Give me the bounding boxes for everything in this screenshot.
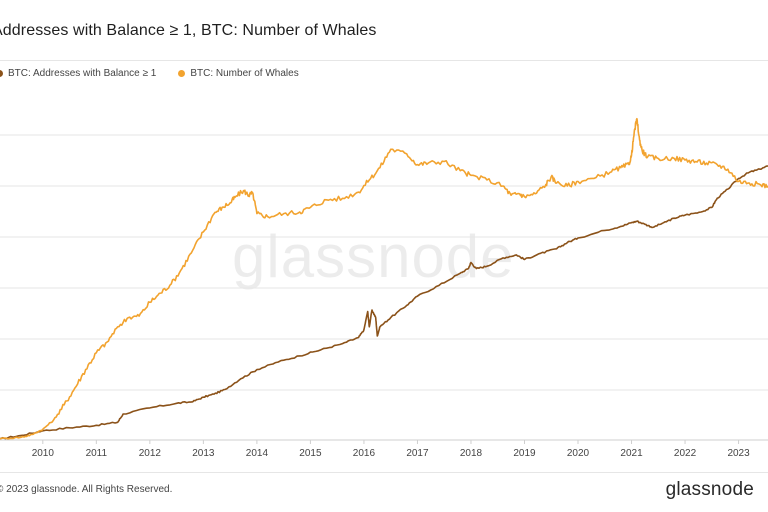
legend-swatch-addresses — [0, 70, 3, 77]
footer-divider — [0, 472, 768, 473]
x-tick-label: 2017 — [406, 448, 429, 459]
chart-legend: BTC: Addresses with Balance ≥ 1 BTC: Num… — [0, 68, 321, 79]
legend-label-addresses: BTC: Addresses with Balance ≥ 1 — [8, 68, 157, 79]
x-tick-label: 2016 — [353, 448, 376, 459]
x-tick-label: 2010 — [32, 448, 55, 459]
legend-item-addresses[interactable]: BTC: Addresses with Balance ≥ 1 — [0, 68, 156, 79]
x-tick-label: 2021 — [620, 448, 643, 459]
copyright-text: © 2023 glassnode. All Rights Reserved. — [0, 484, 173, 495]
brand-logo[interactable]: glassnode — [665, 479, 754, 500]
x-tick-label: 2011 — [86, 448, 108, 459]
x-tick-label: 2023 — [727, 448, 750, 459]
legend-item-whales[interactable]: BTC: Number of Whales — [178, 68, 299, 79]
chart-title: Addresses with Balance ≥ 1, BTC: Number … — [0, 22, 377, 39]
x-tick-label: 2022 — [674, 448, 697, 459]
x-tick-label: 2014 — [246, 448, 269, 459]
x-tick-label: 2018 — [460, 448, 483, 459]
x-tick-label: 2012 — [139, 448, 162, 459]
series-line-whales — [0, 117, 768, 440]
watermark-logo: glassnode — [232, 223, 515, 290]
header-divider — [0, 60, 768, 61]
x-tick-label: 2013 — [192, 448, 215, 459]
x-tick-label: 2015 — [299, 448, 322, 459]
x-tick-label: 2019 — [513, 448, 536, 459]
x-tick-label: 2020 — [567, 448, 590, 459]
legend-label-whales: BTC: Number of Whales — [190, 68, 299, 79]
line-chart: 2010 2011 2012 2013 2014 2015 2016 2017 2018 2019… — [0, 117, 768, 459]
series-line-addresses — [0, 165, 768, 440]
legend-swatch-whales — [178, 70, 186, 77]
